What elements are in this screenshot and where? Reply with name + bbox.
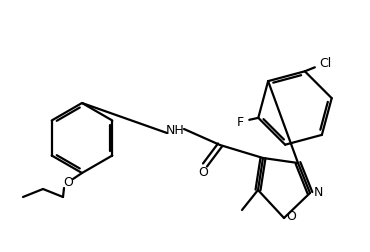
Text: O: O <box>63 176 73 190</box>
Text: F: F <box>237 116 244 129</box>
Text: N: N <box>313 186 323 200</box>
Text: O: O <box>286 209 296 223</box>
Text: O: O <box>198 167 208 179</box>
Text: NH: NH <box>166 123 184 137</box>
Text: Cl: Cl <box>320 57 332 70</box>
